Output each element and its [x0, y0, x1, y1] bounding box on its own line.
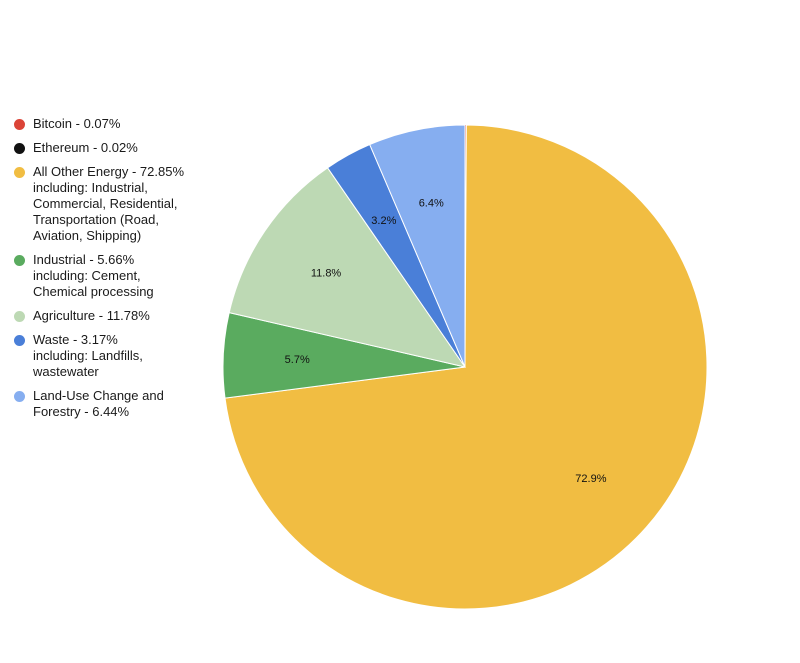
legend-swatch: [14, 143, 25, 154]
legend-item-5: Waste - 3.17% including: Landfills, wastew…: [14, 332, 229, 380]
legend-swatch: [14, 255, 25, 266]
legend-item-0: Bitcoin - 0.07%: [14, 116, 229, 132]
legend-swatch: [14, 335, 25, 346]
legend-swatch: [14, 119, 25, 130]
legend-label: Land-Use Change and Forestry - 6.44%: [33, 388, 164, 419]
pie-slice-6: [369, 124, 466, 368]
legend-swatch: [14, 311, 25, 322]
slice-label-4: 11.8%: [311, 268, 342, 280]
legend-item-2: All Other Energy - 72.85% including: Indu…: [14, 164, 229, 244]
legend-item-3: Industrial - 5.66% including: Cement, Chem…: [14, 252, 229, 300]
legend-label: Ethereum - 0.02%: [33, 140, 138, 155]
legend: Bitcoin - 0.07% Ethereum - 0.02% All Other…: [14, 116, 229, 428]
slice-label-3: 5.7%: [285, 354, 310, 366]
slice-label-2: 72.9%: [575, 473, 606, 485]
legend-item-6: Land-Use Change and Forestry - 6.44%: [14, 388, 229, 420]
legend-label: Agriculture - 11.78%: [33, 308, 150, 323]
legend-label: Waste - 3.17% including: Landfills, wastew…: [33, 332, 143, 379]
slice-label-6: 6.4%: [419, 197, 444, 209]
pie-slice-4: [228, 167, 467, 368]
legend-label: All Other Energy - 72.85% including: Indu…: [33, 164, 185, 243]
pie-slice-2: [224, 124, 708, 610]
legend-swatch: [14, 167, 25, 178]
legend-label: Industrial - 5.66% including: Cement, Chem…: [33, 252, 154, 299]
legend-swatch: [14, 391, 25, 402]
legend-item-1: Ethereum - 0.02%: [14, 140, 229, 156]
legend-label: Bitcoin - 0.07%: [33, 116, 121, 131]
slice-label-5: 3.2%: [371, 215, 396, 227]
legend-item-4: Agriculture - 11.78%: [14, 308, 229, 324]
